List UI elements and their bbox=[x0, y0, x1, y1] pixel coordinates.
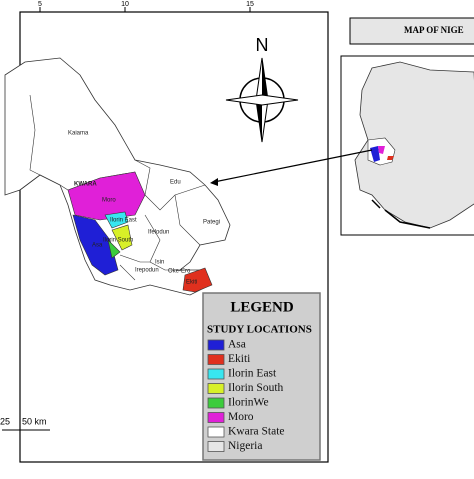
map-label: Ifelodun bbox=[148, 230, 169, 236]
locator-arrow bbox=[213, 149, 373, 183]
map-label: Irepodun bbox=[135, 268, 159, 274]
legend-swatch bbox=[207, 441, 225, 452]
legend-label: Asa bbox=[228, 339, 246, 351]
lga-boundaries bbox=[19, 94, 206, 281]
scale-label: 25 bbox=[0, 416, 10, 426]
map-label: Oke-Ero bbox=[168, 269, 191, 275]
map-label: Pategi bbox=[203, 220, 220, 226]
map-label: Isin bbox=[155, 260, 164, 266]
ilorin-east-area bbox=[104, 211, 129, 229]
ilorin-west-area bbox=[107, 239, 121, 259]
legend-label: Moro bbox=[228, 411, 254, 423]
inset-title: MAP OF NIGE bbox=[404, 25, 464, 35]
legend-subtitle: STUDY LOCATIONS bbox=[207, 324, 312, 336]
legend-swatch bbox=[207, 354, 225, 365]
legend-label: Nigeria bbox=[228, 440, 262, 452]
legend-swatch bbox=[207, 397, 225, 409]
map-label: Ilorin East bbox=[110, 218, 137, 224]
legend-title: LEGEND bbox=[230, 299, 294, 315]
legend-items: Asa Ekiti Ilorin East Ilorin South IlorinWe M… bbox=[207, 339, 285, 452]
legend-swatch bbox=[207, 426, 225, 438]
north-label: N bbox=[256, 35, 269, 55]
map-label: KWARA bbox=[74, 182, 97, 188]
map-label: Edu bbox=[170, 180, 181, 186]
frame-tick-label: 5 bbox=[38, 1, 42, 8]
legend-swatch bbox=[207, 383, 225, 394]
map-label: Ekiti bbox=[186, 280, 197, 286]
ilorin-south-area bbox=[111, 224, 133, 251]
legend-label: Kwara State bbox=[228, 426, 285, 438]
map-label: Asa bbox=[92, 243, 103, 249]
map-label: Ilorin South bbox=[103, 238, 133, 244]
scale-label: 50 km bbox=[22, 416, 47, 426]
legend-label: Ekiti bbox=[228, 353, 250, 365]
legend-label: IlorinWe bbox=[228, 397, 269, 409]
map-label: Moro bbox=[102, 198, 116, 204]
moro-area bbox=[67, 171, 146, 221]
locator-arrowhead bbox=[210, 178, 218, 186]
asa-area bbox=[72, 214, 119, 276]
frame-tick-label: 10 bbox=[121, 1, 129, 8]
map-label: Kaiama bbox=[68, 131, 89, 137]
map-frame bbox=[19, 11, 329, 463]
legend-swatch bbox=[207, 368, 225, 380]
north-arrow bbox=[225, 57, 299, 143]
inset-map bbox=[354, 61, 474, 229]
ekiti-area bbox=[182, 267, 213, 293]
legend-label: Ilorin East bbox=[228, 368, 277, 380]
legend-swatch bbox=[207, 339, 225, 351]
inset-title-box bbox=[349, 17, 474, 45]
legend-swatch bbox=[207, 412, 225, 423]
frame-tick-label: 15 bbox=[246, 1, 254, 8]
legend-label: Ilorin South bbox=[228, 382, 284, 394]
